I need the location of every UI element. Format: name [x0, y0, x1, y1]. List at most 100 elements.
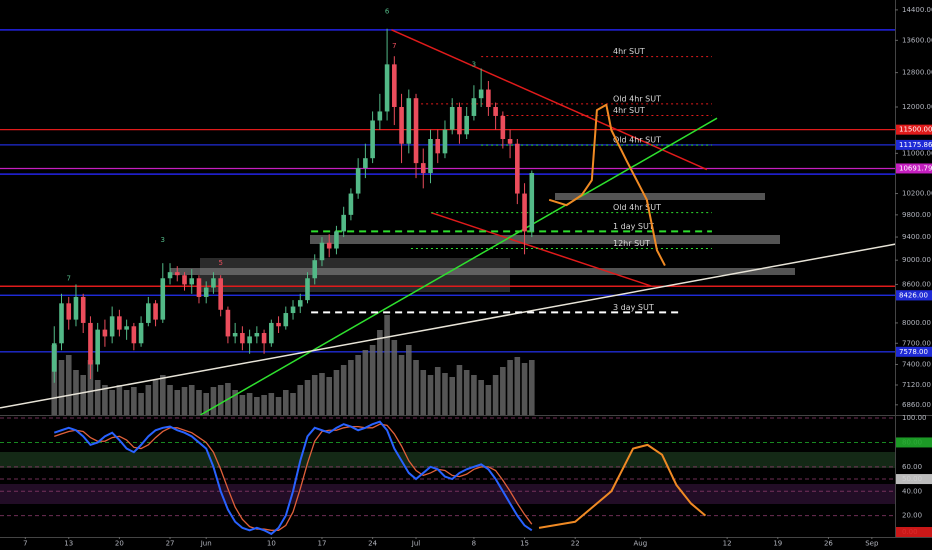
band — [0, 452, 895, 468]
x-tick-label: 26 — [824, 540, 833, 548]
candle-body — [290, 306, 296, 314]
y-tick-label: 9800.00 — [902, 211, 931, 219]
candle-body — [348, 193, 354, 215]
candle-body — [160, 278, 166, 320]
candle-body — [269, 322, 274, 344]
candle-body — [203, 287, 209, 297]
volume-bar — [492, 375, 499, 415]
volume-bar — [377, 330, 383, 415]
candle-body — [225, 309, 231, 337]
sut-label: 4hr SUT — [613, 106, 645, 115]
price-label: 11175.86 — [899, 141, 932, 149]
candle-body — [305, 278, 310, 301]
candle-body — [507, 139, 513, 144]
volume-bar — [261, 395, 267, 415]
volume-bar — [203, 393, 210, 415]
candle-body — [138, 322, 144, 344]
td-count: 7 — [392, 42, 396, 50]
volume-bar — [398, 355, 405, 415]
sut-label: Old 4hr SUT — [613, 94, 661, 103]
candle-body — [478, 89, 484, 99]
candle-body — [522, 193, 527, 232]
candle-body — [334, 231, 339, 249]
candle-body — [326, 242, 332, 249]
x-tick-label: 15 — [520, 540, 529, 548]
candle-body — [493, 106, 498, 116]
osc-projection — [538, 443, 707, 529]
td-count: 3 — [472, 60, 476, 68]
volume-bar — [326, 377, 333, 415]
candle-body — [435, 139, 441, 154]
y-tick-label: 14400.00 — [902, 6, 932, 14]
candle-body — [406, 98, 412, 144]
osc-tick-label: 60.00 — [902, 463, 922, 471]
candle-body — [131, 326, 137, 344]
volume-bar — [413, 360, 419, 415]
volume-bar — [442, 373, 448, 415]
candle-body — [297, 300, 303, 307]
volume-bar — [391, 340, 398, 415]
y-tick-label: 10200.00 — [902, 190, 932, 198]
x-tick-label: Sep — [865, 540, 879, 548]
candle-body — [153, 303, 158, 320]
candle-body — [146, 303, 151, 323]
sut-label: 3 day SUT — [613, 303, 654, 312]
zone — [310, 235, 780, 244]
osc-box — [896, 527, 932, 537]
volume-bar — [94, 380, 101, 415]
candle-body — [95, 329, 100, 365]
sut-label: 1 day SUT — [613, 222, 654, 231]
sut-label: Old 4hr SUT — [613, 203, 661, 212]
volume-bar — [369, 345, 376, 415]
x-tick-label: Jul — [411, 540, 421, 548]
osc-tick-label: 20.00 — [902, 512, 922, 520]
x-tick-label: 20 — [115, 540, 124, 548]
volume-bar — [87, 360, 94, 415]
volume-bar — [210, 387, 217, 415]
y-tick-label: 7400.00 — [902, 360, 931, 368]
candle-body — [312, 260, 318, 279]
volume-bar — [167, 385, 173, 415]
y-tick-label: 6860.00 — [902, 401, 931, 409]
volume-bar — [449, 377, 456, 415]
projection — [548, 103, 666, 267]
candle-body — [515, 143, 520, 194]
trendline — [391, 29, 708, 171]
volume-bar — [319, 373, 325, 415]
x-tick-label: 27 — [166, 540, 175, 548]
y-tick-label: 8000.00 — [902, 319, 931, 327]
band — [0, 484, 895, 504]
volume-bar — [528, 360, 535, 415]
candle-body — [59, 303, 64, 344]
price-label: 10691.79 — [899, 164, 932, 172]
volume-bar — [181, 387, 188, 415]
volume-bar — [500, 367, 506, 415]
candle-body — [363, 158, 368, 169]
volume-bar — [109, 390, 115, 415]
candle-body — [319, 242, 325, 261]
y-tick-label: 12800.00 — [902, 69, 932, 77]
candle-body — [355, 168, 361, 194]
volume-bar — [521, 363, 528, 415]
td-count: 6 — [385, 8, 390, 16]
candle-body — [529, 173, 535, 232]
sut-label: 12hr SUT — [613, 239, 650, 248]
candle-body — [420, 163, 426, 174]
y-tick-label: 9000.00 — [902, 256, 931, 264]
volume-bar — [65, 355, 72, 415]
candle-body — [232, 333, 238, 337]
volume-bar — [58, 360, 65, 415]
volume-bar — [102, 385, 108, 415]
td-count: 3 — [161, 236, 165, 244]
volume-bar — [362, 350, 369, 415]
candle-body — [341, 214, 346, 232]
volume-bar — [463, 370, 470, 415]
td-count: 7 — [67, 274, 71, 282]
candle-body — [189, 278, 195, 285]
candle-body — [399, 106, 404, 144]
candle-body — [117, 316, 122, 330]
volume-bar — [131, 387, 137, 415]
candle-body — [370, 120, 375, 159]
